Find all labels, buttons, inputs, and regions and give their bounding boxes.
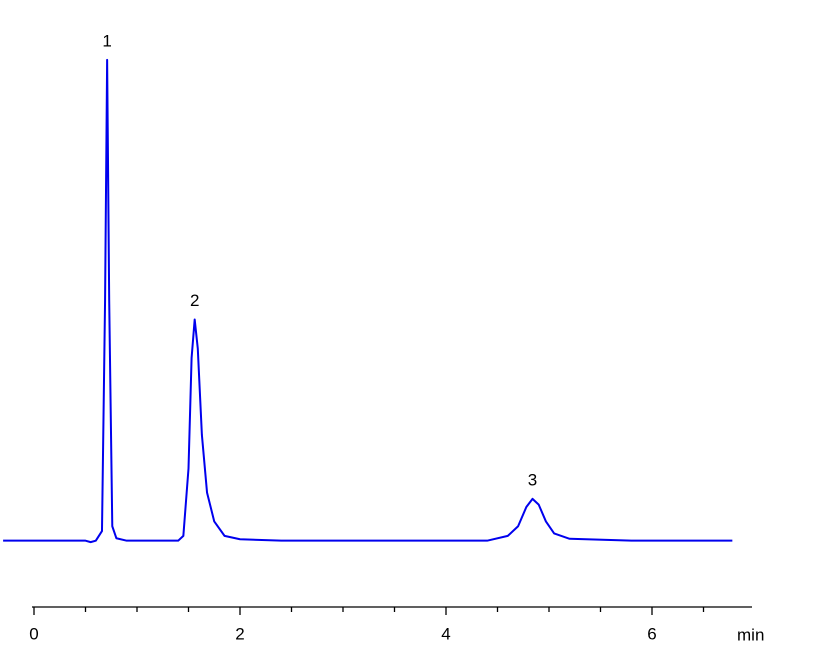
peak-label: 2 (190, 291, 199, 310)
x-tick-label: 4 (441, 624, 450, 643)
x-tick-label: 2 (235, 624, 244, 643)
x-tick-label: 6 (647, 624, 656, 643)
x-axis-label: min (737, 625, 764, 644)
peak-label: 1 (102, 31, 111, 50)
peak-label: 3 (528, 470, 537, 489)
chromatogram-line (3, 58, 733, 544)
x-tick-label: 0 (29, 624, 38, 643)
